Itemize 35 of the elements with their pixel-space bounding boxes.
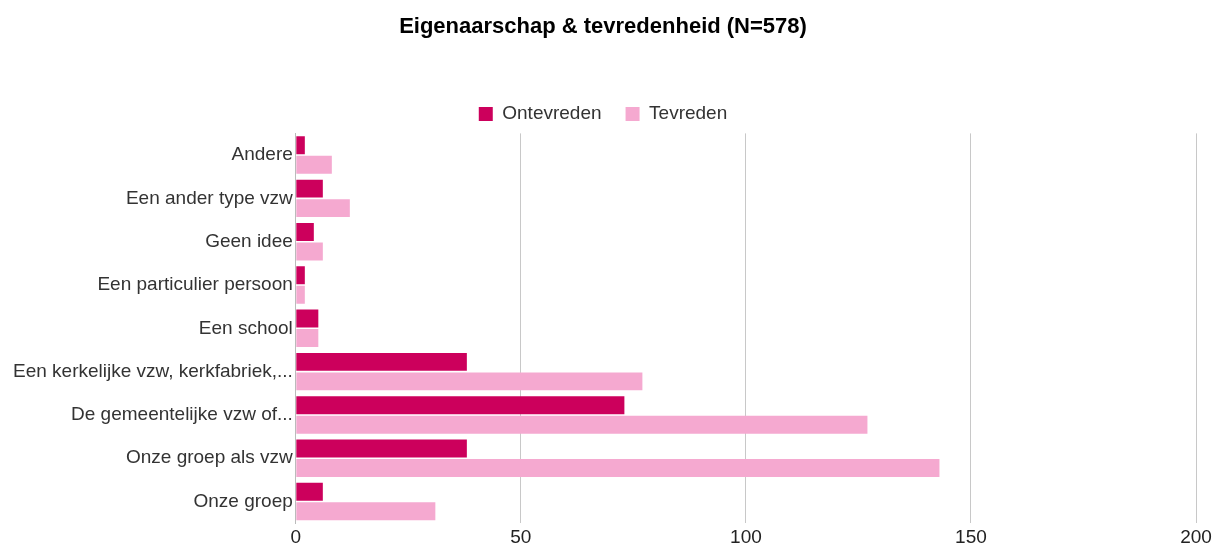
y-tick-label: Onze groep (193, 489, 293, 511)
x-tick-label: 150 (955, 525, 987, 547)
x-tick-label: 50 (510, 525, 532, 547)
legend-label: Tevreden (649, 102, 728, 124)
y-tick-label: Een ander type vzw (125, 186, 294, 208)
bar (296, 372, 643, 391)
bar (296, 482, 323, 501)
legend-label: Ontevreden (502, 102, 602, 124)
bar (296, 415, 868, 434)
chart-title: Eigenaarschap & tevredenheid (N=578) (399, 13, 807, 39)
y-tick-label: Onze groep als vzw (125, 446, 294, 468)
bar (296, 309, 319, 328)
bar (296, 179, 323, 198)
bar (296, 199, 350, 218)
bar (296, 266, 305, 285)
bar (296, 352, 467, 371)
x-tick-label: 0 (290, 525, 302, 547)
bar (296, 136, 305, 155)
bar (296, 155, 332, 174)
y-tick-label: Geen idee (205, 229, 293, 251)
bar (296, 459, 940, 477)
y-tick-label: Een kerkelijke vzw, kerkfabriek,... (13, 359, 293, 381)
bar (296, 439, 467, 458)
y-tick-label: Andere (231, 143, 293, 165)
bar (296, 242, 323, 261)
y-tick-label: Een particulier persoon (97, 273, 293, 295)
x-tick-label: 200 (1180, 525, 1212, 547)
y-tick-label: De gemeentelijke vzw of... (71, 403, 293, 425)
x-tick-label: 100 (730, 525, 762, 547)
bar (296, 329, 319, 348)
bar (296, 222, 314, 241)
bar (296, 285, 305, 304)
bar (296, 396, 625, 415)
y-tick-label: Een school (198, 316, 293, 338)
bar (296, 502, 436, 521)
